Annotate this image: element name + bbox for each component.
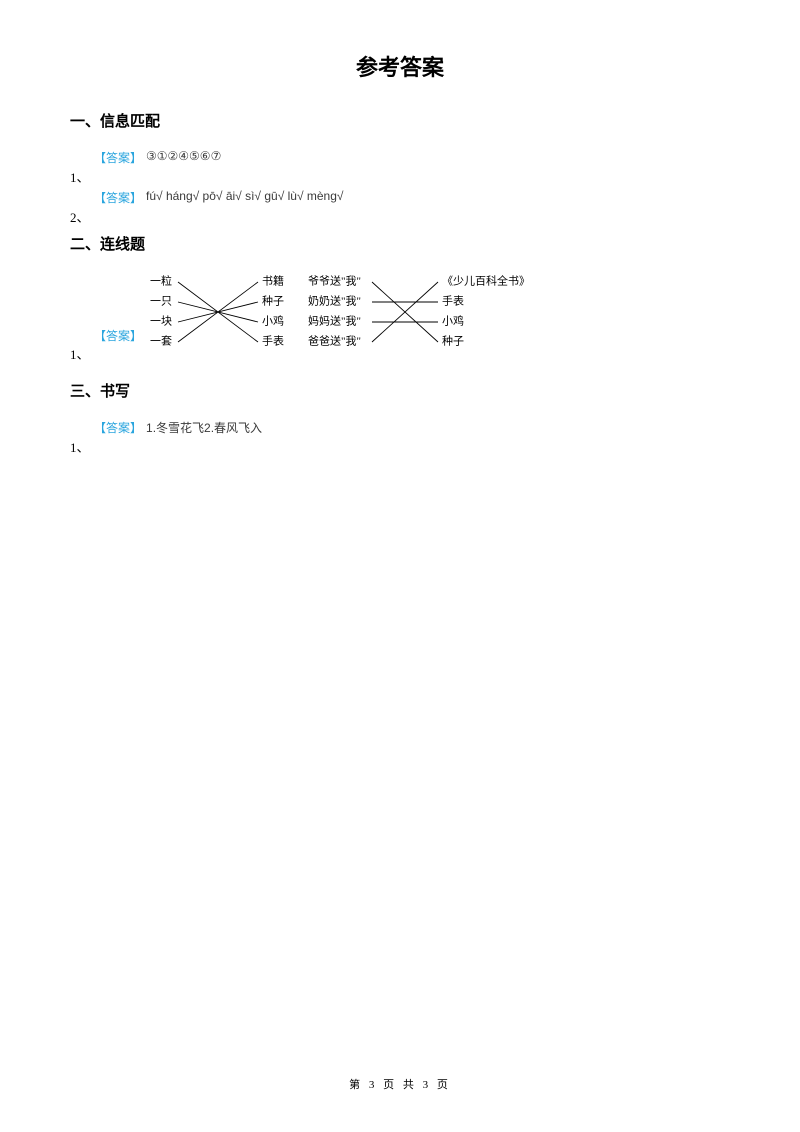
- answer-number: 2、: [70, 207, 90, 226]
- svg-text:《少儿百科全书》: 《少儿百科全书》: [442, 274, 530, 288]
- svg-text:书籍: 书籍: [262, 274, 284, 288]
- answer-label: 【答案】: [94, 419, 142, 436]
- svg-text:手表: 手表: [442, 294, 464, 308]
- svg-text:一块: 一块: [150, 315, 172, 328]
- answer-number: 1、: [70, 344, 90, 363]
- svg-text:爸爸送"我": 爸爸送"我": [308, 334, 361, 348]
- svg-text:种子: 种子: [442, 334, 464, 348]
- section-heading-2: 二、连线题: [70, 233, 730, 254]
- svg-text:小鸡: 小鸡: [262, 314, 284, 328]
- answer-row-1: 1、 【答案】 ③①②④⑤⑥⑦: [70, 149, 730, 175]
- page-title: 参考答案: [70, 50, 730, 82]
- answer-number: 1、: [70, 167, 90, 186]
- svg-text:一套: 一套: [150, 335, 172, 348]
- page: 参考答案 一、信息匹配 1、 【答案】 ③①②④⑤⑥⑦ 2、 【答案】 fú√ …: [0, 0, 800, 1132]
- svg-text:一只: 一只: [150, 296, 172, 308]
- answer-label: 【答案】: [94, 149, 142, 166]
- svg-text:种子: 种子: [262, 294, 284, 308]
- page-footer: 第 3 页 共 3 页: [0, 1076, 800, 1092]
- svg-text:奶奶送"我": 奶奶送"我": [308, 294, 361, 308]
- answer-content: ③①②④⑤⑥⑦: [146, 149, 221, 163]
- svg-text:小鸡: 小鸡: [442, 314, 464, 328]
- answer-content: fú√ háng√ pō√ āi√ sì√ gū√ lù√ mèng√: [146, 189, 343, 203]
- svg-text:妈妈送"我": 妈妈送"我": [308, 314, 361, 328]
- answer-number: 1、: [70, 437, 90, 456]
- answer-content: 1.冬雪花飞2.春风飞入: [146, 419, 262, 436]
- svg-text:爷爷送"我": 爷爷送"我": [308, 274, 361, 288]
- matching-diagram: 一粒一只一块一套书籍种子小鸡手表爷爷送"我"奶奶送"我"妈妈送"我"爸爸送"我"…: [148, 272, 548, 354]
- answer-label: 【答案】: [94, 327, 142, 344]
- answer-row-2: 2、 【答案】 fú√ háng√ pō√ āi√ sì√ gū√ lù√ mè…: [70, 189, 730, 215]
- answer-row-3: 1、 【答案】 一粒一只一块一套书籍种子小鸡手表爷爷送"我"奶奶送"我"妈妈送"…: [70, 272, 730, 362]
- answer-row-4: 1、 【答案】 1.冬雪花飞2.春风飞入: [70, 419, 730, 445]
- svg-text:手表: 手表: [262, 334, 284, 348]
- svg-text:一粒: 一粒: [150, 274, 172, 288]
- section-heading-1: 一、信息匹配: [70, 110, 730, 131]
- section-heading-3: 三、书写: [70, 380, 730, 401]
- answer-label: 【答案】: [94, 189, 142, 206]
